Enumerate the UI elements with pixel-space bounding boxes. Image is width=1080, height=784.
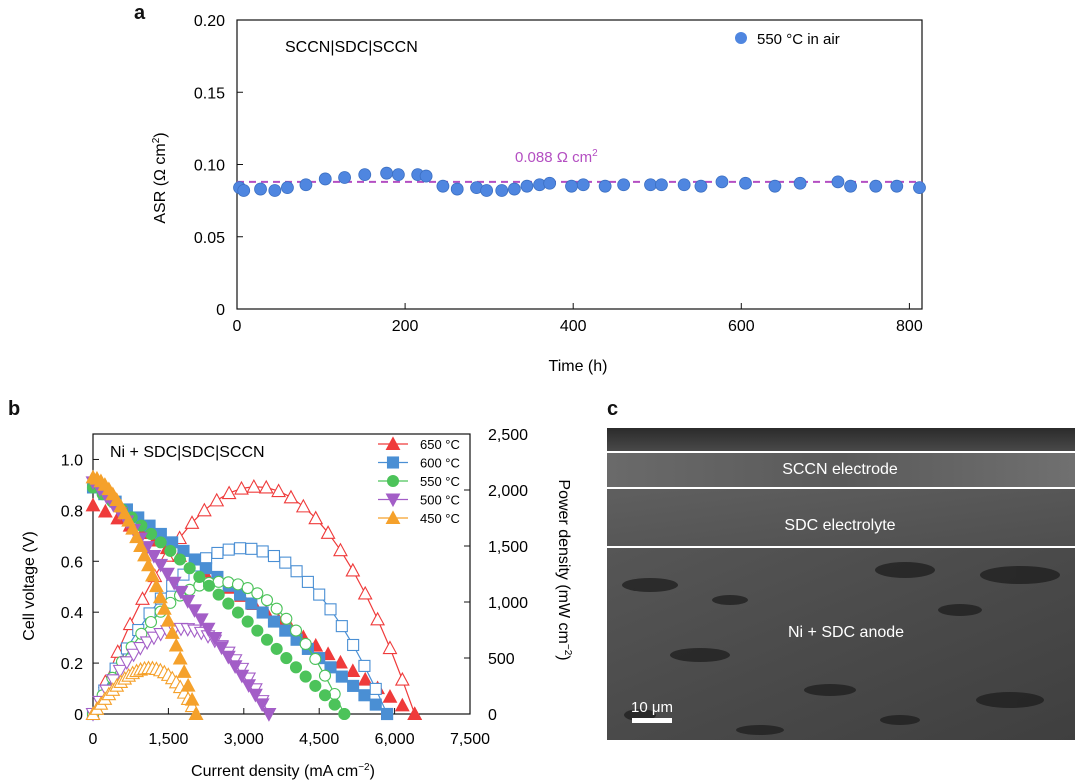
asr-point	[318, 172, 332, 186]
asr-point	[299, 178, 313, 192]
asr-x-tick-label: 600	[728, 318, 755, 335]
asr-point	[281, 181, 294, 195]
asr-x-tick-label: 200	[392, 318, 419, 335]
asr-axes: 0 200 400 600 800 0 0.05 0.10 0.15 0.20	[194, 13, 923, 335]
asr-point	[507, 182, 521, 196]
asr-point	[450, 182, 464, 196]
asr-point	[677, 178, 691, 192]
asr-point	[237, 184, 251, 197]
asr-point	[495, 184, 509, 197]
asr-y-tick-label: 0	[216, 302, 225, 319]
asr-point	[793, 176, 807, 190]
asr-y-tick-label: 0.15	[194, 85, 225, 102]
asr-point	[644, 178, 657, 192]
asr-mean-label: 0.088 Ω cm2	[515, 148, 598, 166]
asr-point	[419, 169, 433, 183]
asr-point	[617, 178, 631, 192]
asr-point	[520, 179, 534, 193]
asr-point	[576, 178, 590, 192]
asr-y-axis-label: ASR (Ω cm2)	[151, 132, 169, 223]
asr-x-axis-label: Time (h)	[549, 358, 608, 375]
asr-point	[480, 184, 494, 197]
asr-y-tick-label: 0.10	[194, 158, 225, 175]
asr-legend-label: 550 °C in air	[757, 31, 840, 48]
asr-point	[768, 179, 782, 193]
asr-chart-title: SCCN|SDC|SCCN	[285, 39, 418, 56]
asr-y-tick-label: 0.05	[194, 230, 225, 247]
asr-point	[380, 166, 394, 180]
asr-point	[831, 175, 845, 189]
panel-letter-a: a	[134, 2, 146, 24]
asr-point	[358, 168, 372, 182]
asr-point	[565, 179, 578, 193]
panel-letter-c: c	[607, 398, 619, 420]
asr-point	[844, 179, 857, 193]
asr-point	[268, 184, 282, 197]
asr-x-tick-label: 800	[896, 318, 923, 335]
asr-legend: 550 °C in air	[735, 31, 840, 48]
asr-y-tick-label: 0.20	[194, 13, 225, 30]
asr-point	[254, 182, 267, 196]
asr-point	[436, 179, 450, 193]
asr-legend-marker	[735, 32, 747, 44]
asr-point	[655, 178, 668, 192]
asr-point	[913, 181, 926, 195]
asr-point	[391, 168, 405, 182]
asr-point	[598, 179, 612, 193]
asr-point	[890, 179, 904, 193]
asr-point	[338, 171, 351, 184]
asr-data-points	[233, 166, 926, 197]
asr-point	[739, 176, 752, 190]
asr-x-tick-label: 0	[233, 318, 242, 335]
asr-point	[869, 179, 883, 193]
panel-letter-b: b	[8, 398, 21, 420]
asr-point	[715, 175, 729, 189]
asr-point	[694, 179, 708, 193]
asr-x-tick-label: 400	[560, 318, 587, 335]
asr-point	[543, 176, 557, 190]
